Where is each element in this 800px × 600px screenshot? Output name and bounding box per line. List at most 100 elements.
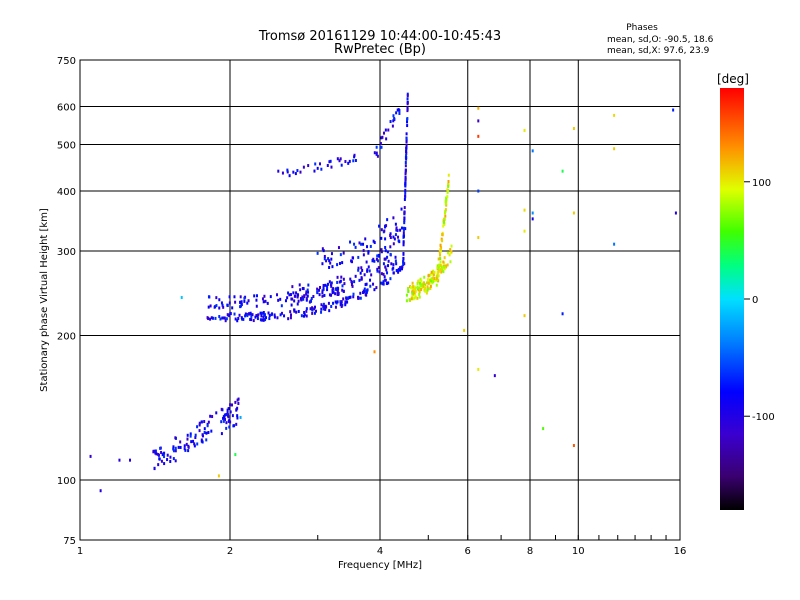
scattered-point — [129, 458, 132, 462]
data-point-o — [315, 309, 318, 313]
data-point-o — [294, 294, 297, 298]
data-point-o — [299, 170, 302, 174]
data-point-x — [418, 295, 421, 299]
x-tick-label: 1 — [77, 546, 83, 557]
data-point-o — [330, 165, 333, 169]
y-tick-label: 100 — [57, 476, 76, 487]
data-point-o — [340, 275, 343, 279]
data-point-o — [337, 292, 340, 296]
data-point-o — [384, 245, 387, 249]
data-point-o — [328, 265, 331, 269]
data-point-o — [324, 304, 327, 308]
data-point-o — [312, 295, 315, 299]
data-point-x — [407, 289, 410, 293]
data-point-o — [403, 226, 406, 230]
data-point-o — [336, 300, 339, 304]
data-point-x — [416, 281, 419, 285]
data-point-o — [339, 157, 342, 161]
data-point-o — [307, 164, 310, 168]
data-point-o — [302, 287, 305, 291]
data-point-o — [403, 221, 406, 225]
data-point-o — [334, 300, 337, 304]
data-point-o — [375, 151, 378, 155]
data-point-o — [189, 434, 192, 438]
data-point-o — [296, 293, 299, 297]
data-point-o — [249, 317, 252, 321]
data-point-o — [297, 299, 300, 303]
data-point-o — [376, 269, 379, 273]
data-point-x — [435, 276, 438, 280]
data-point-o — [236, 398, 239, 402]
data-point-x — [423, 275, 426, 279]
data-point-o — [262, 311, 265, 315]
data-point-o — [198, 423, 201, 427]
data-point-x — [435, 275, 438, 279]
data-point-o — [251, 313, 254, 317]
data-point-o — [346, 300, 349, 304]
data-point-o — [372, 257, 375, 261]
data-point-x — [430, 270, 433, 274]
data-point-o — [386, 218, 389, 222]
data-point-x — [441, 233, 444, 237]
data-point-x — [449, 260, 452, 264]
data-point-o — [404, 227, 407, 231]
data-point-o — [267, 311, 270, 315]
data-point-o — [225, 426, 228, 430]
data-point-o — [370, 273, 373, 277]
data-point-o — [378, 270, 381, 274]
data-point-o — [190, 440, 193, 444]
data-point-o — [210, 429, 213, 433]
y-tick-label: 500 — [57, 141, 76, 152]
data-point-o — [326, 285, 329, 289]
data-point-x — [418, 292, 421, 296]
data-point-o — [231, 306, 234, 310]
data-point-o — [200, 420, 203, 424]
data-point-x — [446, 190, 449, 194]
data-point-x — [407, 286, 410, 290]
data-point-o — [238, 313, 241, 317]
scattered-point — [477, 134, 480, 138]
data-point-o — [330, 284, 333, 288]
data-point-x — [411, 294, 414, 298]
data-point-o — [294, 172, 297, 176]
data-point-o — [225, 412, 228, 416]
data-point-o — [316, 290, 319, 294]
data-point-o — [291, 297, 294, 301]
data-point-x — [413, 287, 416, 291]
data-point-x — [426, 285, 429, 289]
data-point-o — [218, 315, 221, 319]
data-point-o — [387, 259, 390, 263]
data-point-o — [326, 163, 329, 167]
data-point-o — [212, 316, 215, 320]
data-point-o — [320, 310, 323, 314]
data-point-o — [177, 445, 180, 449]
scattered-point — [523, 128, 526, 132]
data-point-o — [336, 157, 339, 161]
data-point-o — [323, 254, 326, 258]
data-point-o — [201, 440, 204, 444]
data-point-o — [221, 303, 224, 307]
data-point-o — [187, 449, 190, 453]
y-axis-label: Stationary phase Virtual Height [km] — [39, 208, 50, 392]
data-point-o — [215, 296, 218, 300]
data-point-o — [207, 420, 210, 424]
data-point-o — [225, 421, 228, 425]
data-point-o — [406, 109, 409, 113]
data-point-o — [366, 269, 369, 273]
data-point-o — [300, 314, 303, 318]
data-point-o — [292, 291, 295, 295]
colorbar — [720, 88, 744, 510]
data-point-o — [262, 300, 265, 304]
data-point-x — [432, 273, 435, 277]
scattered-point — [89, 454, 92, 458]
data-point-o — [379, 142, 382, 146]
data-point-o — [377, 253, 380, 257]
data-point-o — [302, 165, 305, 169]
data-point-o — [203, 427, 206, 431]
data-point-o — [326, 288, 329, 292]
data-point-o — [263, 313, 266, 317]
data-point-x — [448, 253, 451, 257]
data-point-o — [215, 411, 218, 415]
data-point-o — [184, 448, 187, 452]
data-point-o — [324, 306, 327, 310]
